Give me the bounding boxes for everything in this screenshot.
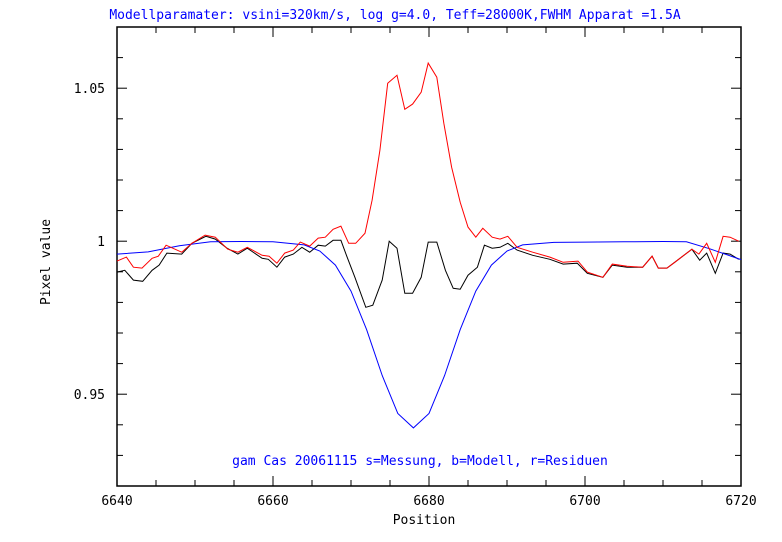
y-axis-label: Pixel value (39, 219, 54, 305)
plot-frame (116, 26, 742, 487)
y-tick-label: 1 (97, 235, 105, 250)
x-tick-label: 6720 (725, 494, 756, 509)
chart-title: Modellparamater: vsini=320km/s, log g=4.… (109, 8, 681, 23)
series-line-r (116, 61, 739, 278)
x-tick-label: 6640 (101, 494, 132, 509)
plot-area: 6640 6660 6680 6700 6720 0.95 1 1.05 (74, 26, 757, 509)
series-line-s (116, 235, 739, 308)
chart-annotation: gam Cas 20061115 s=Messung, b=Modell, r=… (232, 454, 608, 469)
x-axis-label: Position (393, 513, 456, 528)
y-tick-label: 1.05 (74, 82, 105, 97)
y-tick-label: 0.95 (74, 388, 105, 403)
x-tick-label: 6700 (569, 494, 600, 509)
series-line-b (116, 240, 742, 429)
x-tick-label: 6680 (413, 494, 444, 509)
x-tick-label: 6660 (257, 494, 288, 509)
